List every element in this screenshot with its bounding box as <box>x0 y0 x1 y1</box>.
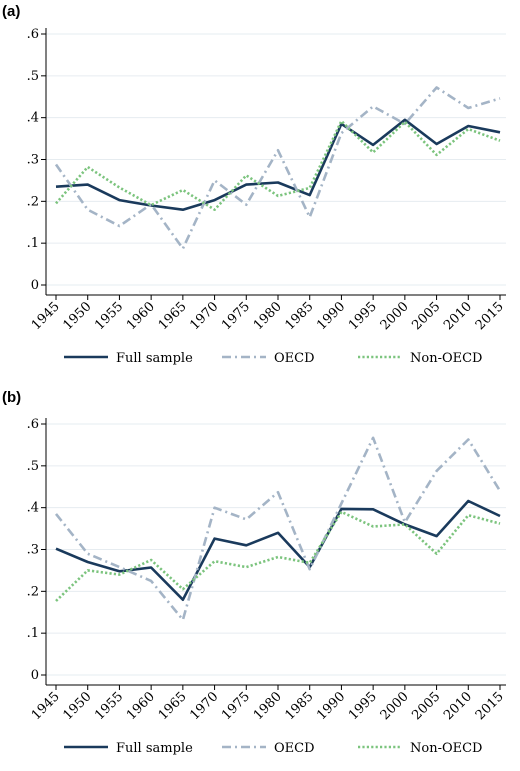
y-tick-label: .6 <box>27 27 39 42</box>
x-tick-label: 1985 <box>283 299 317 333</box>
series-line-non-oecd <box>55 119 501 211</box>
x-tick-label: 1965 <box>156 299 190 333</box>
y-tick-label: 0 <box>31 278 39 293</box>
y-tick-label: .2 <box>27 584 39 599</box>
chart-panel-1: (a) 0 .1 .2 .3 .4 .5 .6 194519501955196019651970… <box>2 3 507 366</box>
y-tick-label: .1 <box>27 236 39 251</box>
y-tick-label: .1 <box>27 626 39 641</box>
x-tick-label: 1945 <box>29 299 63 333</box>
y-tick-label: 0 <box>31 668 39 683</box>
x-tick-label: 1990 <box>314 299 348 333</box>
legend-label: OECD <box>274 351 315 366</box>
y-tick-label: .4 <box>27 111 39 126</box>
series-line-full-sample <box>55 499 501 602</box>
series-line-oecd <box>54 436 502 622</box>
x-tick-label: 1955 <box>92 689 126 723</box>
x-tick-label: 1995 <box>346 689 380 723</box>
y-tick-label: .6 <box>27 417 39 432</box>
x-tick-label: 1945 <box>29 689 63 723</box>
x-tick-label: 1980 <box>251 689 285 723</box>
legend-label: OECD <box>274 741 315 756</box>
x-tick-label: 2005 <box>409 299 443 333</box>
panel-label: (a) <box>2 3 20 20</box>
x-tick-label: 1960 <box>124 689 158 723</box>
y-tick-label: .5 <box>27 459 39 474</box>
x-tick-label: 2010 <box>441 689 475 723</box>
x-tick-label: 1990 <box>314 689 348 723</box>
x-tick-label: 1970 <box>187 299 221 333</box>
y-tick-label: .3 <box>27 543 39 558</box>
y-tick-label: .3 <box>27 153 39 168</box>
x-tick-label: 1960 <box>124 299 158 333</box>
x-tick-label: 1995 <box>346 299 380 333</box>
x-tick-label: 1985 <box>283 689 317 723</box>
series-line-non-oecd <box>55 510 501 602</box>
x-tick-label: 1965 <box>156 689 190 723</box>
x-tick-label: 2015 <box>473 299 507 333</box>
legend-label: Non-OECD <box>410 741 482 756</box>
legend-label: Non-OECD <box>410 351 482 366</box>
legend-label: Full sample <box>116 351 193 366</box>
x-tick-label: 2005 <box>409 689 443 723</box>
x-tick-label: 1955 <box>92 299 126 333</box>
series-line-full-sample <box>55 118 501 211</box>
x-tick-label: 1975 <box>219 689 253 723</box>
x-tick-label: 2000 <box>378 299 412 333</box>
x-tick-label: 1975 <box>219 299 253 333</box>
x-tick-label: 1950 <box>61 689 95 723</box>
x-tick-label: 2015 <box>473 689 507 723</box>
x-tick-label: 1980 <box>251 299 285 333</box>
x-tick-label: 1970 <box>187 689 221 723</box>
chart-panel-2: (b) 0 .1 .2 .3 .4 .5 .6 194519501955196019651970… <box>2 389 507 756</box>
legend-label: Full sample <box>116 741 193 756</box>
x-tick-label: 2010 <box>441 299 475 333</box>
y-tick-label: .5 <box>27 69 39 84</box>
x-tick-label: 2000 <box>378 689 412 723</box>
y-tick-label: .2 <box>27 194 39 209</box>
y-tick-label: .4 <box>27 501 39 516</box>
x-tick-label: 1950 <box>61 299 95 333</box>
panel-label: (b) <box>2 389 21 406</box>
series-line-oecd <box>54 86 501 250</box>
